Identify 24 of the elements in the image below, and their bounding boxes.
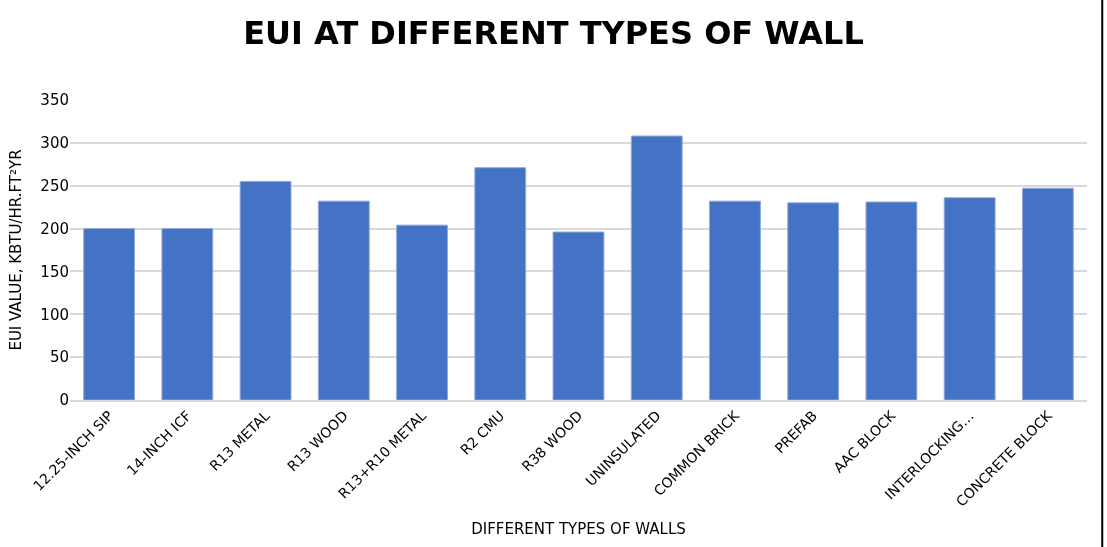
x-axis-title: DIFFERENT TYPES OF WALLS	[471, 520, 686, 539]
y-tick-label: 0	[59, 391, 69, 410]
bar	[865, 201, 918, 400]
bar	[1021, 187, 1074, 400]
chart-title: EUI AT DIFFERENT TYPES OF WALL	[243, 14, 864, 53]
bar	[474, 167, 527, 400]
bar	[317, 200, 370, 400]
y-tick-label: 250	[40, 176, 69, 195]
y-tick-label: 100	[40, 305, 69, 324]
bar	[239, 180, 292, 400]
bar	[709, 200, 761, 400]
bar	[787, 202, 840, 400]
bar	[552, 231, 605, 400]
y-tick-label: 150	[40, 262, 69, 281]
y-tick-label: 50	[49, 348, 69, 367]
y-tick-label: 300	[40, 134, 69, 153]
y-tick-label: 200	[40, 219, 69, 238]
bar	[630, 135, 683, 400]
bar	[83, 228, 136, 400]
bar	[396, 224, 448, 400]
y-axis-title: EUI VALUE, KBTU/HR.FT²YR	[6, 149, 25, 351]
y-tick-label: 350	[40, 91, 69, 110]
bar	[161, 228, 214, 400]
bar	[943, 197, 996, 400]
